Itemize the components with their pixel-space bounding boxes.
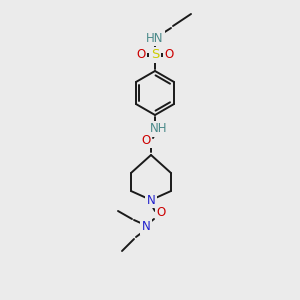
Text: HN: HN <box>146 32 164 44</box>
Text: O: O <box>156 206 166 220</box>
Text: N: N <box>142 220 150 233</box>
Text: N: N <box>147 194 155 206</box>
Text: NH: NH <box>150 122 168 136</box>
Text: S: S <box>151 49 159 62</box>
Text: O: O <box>164 49 174 62</box>
Text: O: O <box>136 49 146 62</box>
Text: O: O <box>141 134 151 146</box>
